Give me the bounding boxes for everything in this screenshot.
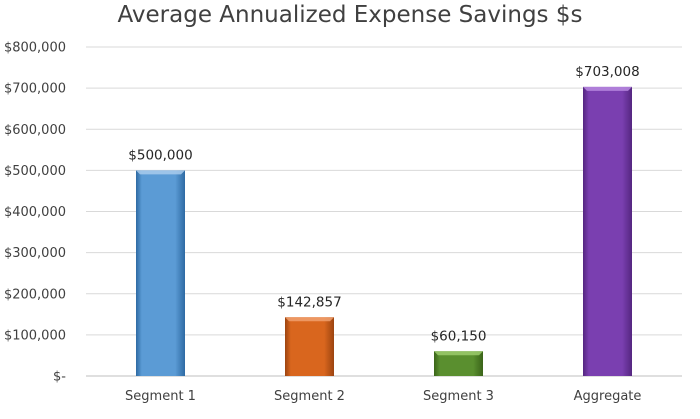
data-label: $703,008 (575, 64, 639, 80)
x-category-label: Segment 3 (423, 389, 494, 404)
y-tick-label: $200,000 (4, 287, 66, 302)
y-tick-label: $100,000 (4, 328, 66, 343)
x-category-label: Aggregate (574, 389, 642, 404)
y-tick-label: $300,000 (4, 246, 66, 261)
gridlines (86, 46, 682, 377)
bar-segment-2 (285, 317, 334, 376)
y-tick-label: $400,000 (4, 205, 66, 220)
data-label: $60,150 (431, 328, 487, 344)
bar-top-bevel (136, 170, 185, 175)
y-tick-label: $700,000 (4, 82, 66, 97)
bar-segment-3 (434, 351, 483, 376)
bar-top-bevel (285, 317, 334, 322)
y-tick-label: $- (53, 370, 66, 385)
y-axis-tick-labels: $- $100,000 $200,000 $300,000 $400,000 $500,0… (4, 41, 66, 385)
x-axis-category-labels: Segment 1 Segment 2 Segment 3 Aggregate (125, 389, 641, 404)
bars (136, 86, 632, 376)
data-label: $500,000 (128, 147, 192, 163)
bar-top-bevel (434, 351, 483, 356)
y-tick-label: $800,000 (4, 41, 66, 56)
data-label: $142,857 (277, 294, 341, 310)
bar-aggregate (583, 86, 632, 376)
data-labels: $500,000 $142,857 $60,150 $703,008 (128, 64, 639, 344)
x-category-label: Segment 2 (274, 389, 345, 404)
x-category-label: Segment 1 (125, 389, 196, 404)
bar-top-bevel (583, 86, 632, 91)
y-tick-label: $600,000 (4, 123, 66, 138)
chart-title: Average Annualized Expense Savings $s (117, 2, 583, 28)
bar-segment-1 (136, 170, 185, 376)
y-tick-label: $500,000 (4, 164, 66, 179)
